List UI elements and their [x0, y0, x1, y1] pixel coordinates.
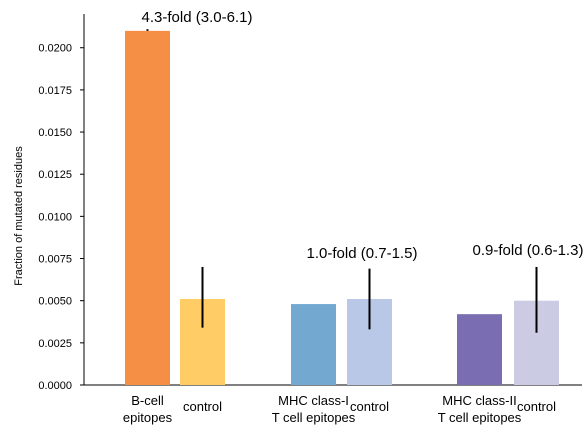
y-tick-label: 0.0050: [38, 296, 72, 308]
bar: [125, 30, 170, 385]
y-axis: 0.0000 0.0025 0.0050 0.0075 0.0100 0.0125 0.01…: [13, 14, 85, 392]
x-tick-label: MHC class-I: [278, 393, 349, 408]
y-tick-label: 0.0175: [38, 85, 72, 97]
y-tick-group: 0.0000 0.0025 0.0050 0.0075 0.0100 0.0125 0.01…: [38, 43, 84, 392]
bar: [291, 304, 336, 385]
fold-change-label: 1.0-fold (0.7-1.5): [307, 245, 418, 262]
fold-change-label: 0.9-fold (0.6-1.3): [473, 242, 584, 259]
y-tick-label: 0.0150: [38, 127, 72, 139]
y-tick-label: 0.0000: [38, 380, 72, 392]
y-axis-label: Fraction of mutated residues: [13, 146, 25, 286]
y-tick-label: 0.0025: [38, 338, 72, 350]
x-tick-label: T cell epitopes: [272, 410, 356, 425]
fold-label-group: 4.3-fold (3.0-6.1) 1.0-fold (0.7-1.5) 0.9-…: [142, 9, 584, 262]
y-tick-label: 0.0100: [38, 211, 72, 223]
x-tick-label: control: [350, 399, 389, 414]
x-tick-label: T cell epitopes: [438, 410, 522, 425]
x-tick-label: MHC class-II: [442, 393, 516, 408]
bar-group: [125, 30, 559, 385]
x-tick-label: control: [517, 399, 556, 414]
y-tick-label: 0.0075: [38, 254, 72, 266]
x-tick-label: control: [183, 399, 222, 414]
y-tick-label: 0.0200: [38, 43, 72, 55]
error-bar-group: [146, 29, 538, 333]
y-tick-label: 0.0125: [38, 169, 72, 181]
x-tick-label: epitopes: [123, 410, 173, 425]
fold-change-label: 4.3-fold (3.0-6.1): [142, 9, 253, 26]
bar: [457, 314, 502, 385]
x-tick-label: B-cell: [131, 393, 164, 408]
